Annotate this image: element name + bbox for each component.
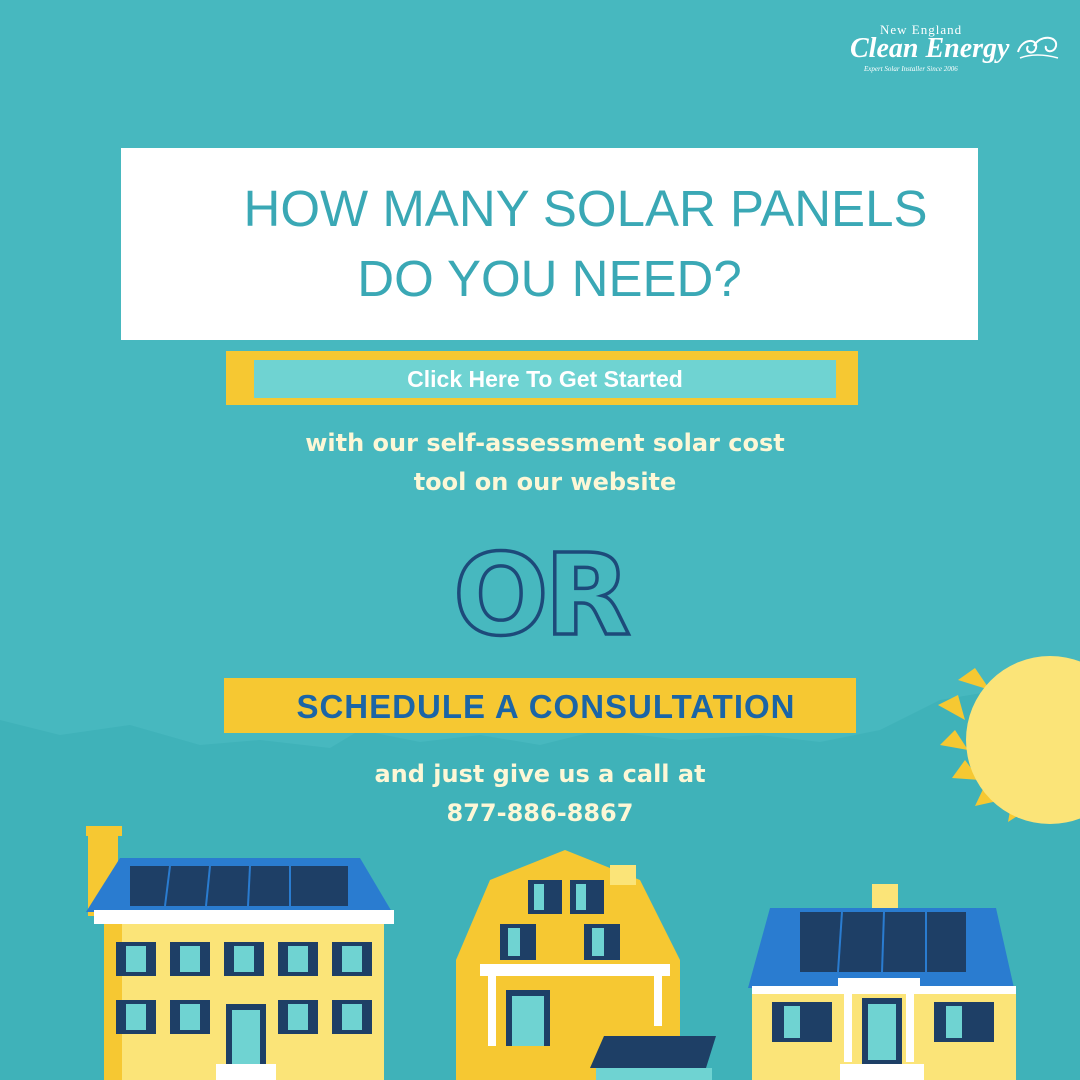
logo-line1: New England [880, 22, 963, 37]
schedule-consultation-button[interactable]: SCHEDULE A CONSULTATION [224, 678, 856, 733]
assessment-description: with our self-assessment solar cost tool… [0, 424, 1080, 502]
sun-icon [938, 656, 1080, 824]
assessment-line2: tool on our website [413, 468, 677, 496]
call-description: and just give us a call at 877-886-8867 [0, 755, 1080, 833]
title-line1: HOW MANY SOLAR PANELS [243, 180, 928, 237]
wave-swirl-icon [1017, 36, 1059, 59]
get-started-button[interactable]: Click Here To Get Started [252, 358, 838, 400]
house-middle [456, 850, 716, 1080]
cta-frame: Click Here To Get Started [226, 351, 858, 405]
house-right [748, 884, 1016, 1080]
or-text: OR [453, 531, 628, 646]
page-title: HOW MANY SOLAR PANELS DO YOU NEED? [121, 174, 978, 314]
logo-line2: Clean Energy [850, 33, 1010, 64]
assessment-line1: with our self-assessment solar cost [305, 429, 785, 457]
call-line1: and just give us a call at [374, 760, 706, 788]
phone-number[interactable]: 877-886-8867 [446, 799, 634, 827]
house-left [86, 826, 394, 1080]
headline-card: HOW MANY SOLAR PANELS DO YOU NEED? [121, 148, 978, 340]
brand-logo: New England Clean Energy Expert Solar In… [850, 16, 1060, 76]
logo-tagline: Expert Solar Installer Since 2006 [864, 65, 958, 73]
or-divider: OR [452, 529, 635, 646]
title-line2: DO YOU NEED? [357, 250, 742, 307]
